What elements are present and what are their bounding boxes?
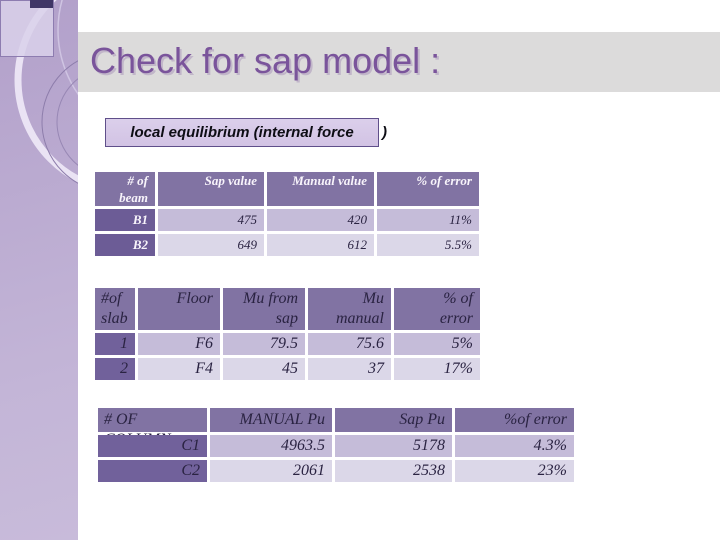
header-cell: %of error — [455, 408, 574, 432]
data-cell: 37 — [308, 358, 391, 380]
header-cell: Mu from sap — [223, 288, 305, 330]
row-label-cell: C2 — [98, 460, 207, 482]
data-cell: 2061 — [210, 460, 332, 482]
header-cell: Mu manual — [308, 288, 391, 330]
data-cell: F4 — [138, 358, 220, 380]
top-accent-rect — [30, 0, 53, 8]
panel-decorations — [0, 0, 78, 184]
data-cell: 649 — [158, 234, 264, 256]
header-cell: Sap Pu — [335, 408, 452, 432]
header-cell: # OF COLUMN — [98, 408, 207, 448]
outer-concentric-circle — [41, 60, 78, 184]
equilibrium-label-text: local equilibrium (internal force — [130, 124, 354, 141]
row-label-cell: B1 — [95, 209, 155, 231]
thin-light-circle — [57, 0, 78, 96]
header-cell: Floor — [138, 288, 220, 330]
data-cell: 5% — [394, 333, 480, 355]
header-cell: #of slab — [95, 288, 135, 330]
inner-concentric-circle — [56, 78, 78, 166]
header-cell: % of error — [377, 172, 479, 206]
header-cell: # of beam — [95, 172, 155, 206]
data-cell: 45 — [223, 358, 305, 380]
data-cell: 17% — [394, 358, 480, 380]
header-cell: Sap value — [158, 172, 264, 206]
slide-title: Check for sap model : — [90, 40, 441, 81]
data-cell: 79.5 — [223, 333, 305, 355]
row-label-cell: 1 — [95, 333, 135, 355]
title-band: Check for sap model : — [78, 32, 720, 92]
row-label-cell: C1 — [98, 435, 207, 457]
corner-square — [0, 0, 54, 57]
header-cell: % of error — [394, 288, 480, 330]
row-label-cell: B2 — [95, 234, 155, 256]
thick-light-arc — [14, 0, 78, 184]
data-cell: 5178 — [335, 435, 452, 457]
slab-comparison-table: #of slab Floor Mu from sap Mu manual % o… — [95, 288, 480, 380]
equilibrium-label-group: local equilibrium (internal force ) — [105, 118, 387, 147]
header-cell: MANUAL Pu — [210, 408, 332, 432]
equilibrium-label-suffix: ) — [382, 124, 387, 141]
row-label-cell: 2 — [95, 358, 135, 380]
data-cell: 75.6 — [308, 333, 391, 355]
data-cell: F6 — [138, 333, 220, 355]
equilibrium-label-box: local equilibrium (internal force — [105, 118, 379, 147]
left-decorative-panel — [0, 0, 78, 540]
data-cell: 475 — [158, 209, 264, 231]
header-cell: Manual value — [267, 172, 374, 206]
data-cell: 11% — [377, 209, 479, 231]
data-cell: 5.5% — [377, 234, 479, 256]
data-cell: 4963.5 — [210, 435, 332, 457]
data-cell: 23% — [455, 460, 574, 482]
data-cell: 420 — [267, 209, 374, 231]
column-comparison-table: # OF COLUMN MANUAL Pu Sap Pu %of error C… — [98, 408, 574, 482]
data-cell: 2538 — [335, 460, 452, 482]
data-cell: 4.3% — [455, 435, 574, 457]
beam-comparison-table: # of beam Sap value Manual value % of er… — [95, 172, 479, 256]
data-cell: 612 — [267, 234, 374, 256]
